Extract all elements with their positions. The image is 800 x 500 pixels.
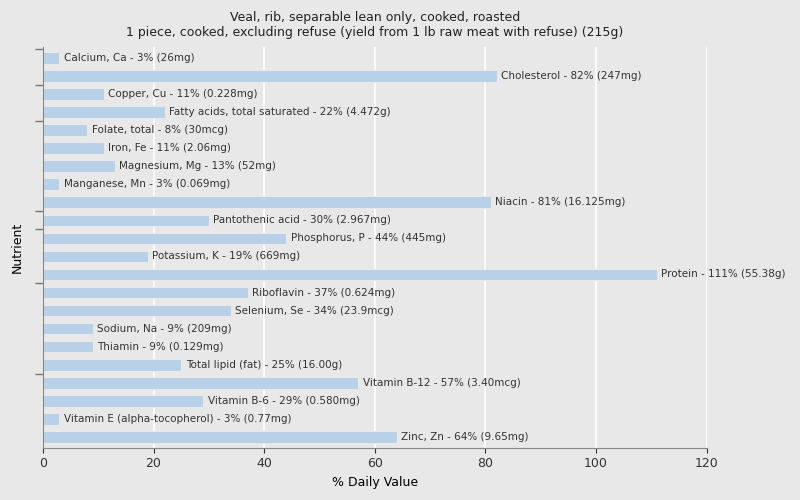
Text: Manganese, Mn - 3% (0.069mg): Manganese, Mn - 3% (0.069mg) bbox=[64, 180, 230, 190]
Text: Vitamin E (alpha-tocopherol) - 3% (0.77mg): Vitamin E (alpha-tocopherol) - 3% (0.77m… bbox=[64, 414, 291, 424]
Bar bbox=[43, 106, 165, 118]
Text: Riboflavin - 37% (0.624mg): Riboflavin - 37% (0.624mg) bbox=[252, 288, 395, 298]
Text: Cholesterol - 82% (247mg): Cholesterol - 82% (247mg) bbox=[501, 71, 642, 81]
Bar bbox=[43, 178, 59, 190]
Bar bbox=[43, 341, 93, 352]
Bar bbox=[43, 250, 148, 262]
Bar bbox=[43, 88, 104, 100]
Title: Veal, rib, separable lean only, cooked, roasted
1 piece, cooked, excluding refus: Veal, rib, separable lean only, cooked, … bbox=[126, 11, 623, 39]
X-axis label: % Daily Value: % Daily Value bbox=[332, 476, 418, 489]
Bar bbox=[43, 359, 181, 370]
Text: Calcium, Ca - 3% (26mg): Calcium, Ca - 3% (26mg) bbox=[64, 53, 194, 63]
Y-axis label: Nutrient: Nutrient bbox=[11, 222, 24, 273]
Bar bbox=[43, 52, 59, 64]
Bar bbox=[43, 160, 114, 172]
Text: Niacin - 81% (16.125mg): Niacin - 81% (16.125mg) bbox=[495, 198, 626, 207]
Text: Iron, Fe - 11% (2.06mg): Iron, Fe - 11% (2.06mg) bbox=[108, 143, 231, 153]
Text: Potassium, K - 19% (669mg): Potassium, K - 19% (669mg) bbox=[153, 252, 301, 262]
Text: Protein - 111% (55.38g): Protein - 111% (55.38g) bbox=[662, 270, 786, 280]
Text: Thiamin - 9% (0.129mg): Thiamin - 9% (0.129mg) bbox=[97, 342, 223, 351]
Bar bbox=[43, 142, 104, 154]
Bar bbox=[43, 196, 491, 208]
Bar bbox=[43, 395, 203, 406]
Text: Vitamin B-6 - 29% (0.580mg): Vitamin B-6 - 29% (0.580mg) bbox=[208, 396, 360, 406]
Text: Vitamin B-12 - 57% (3.40mcg): Vitamin B-12 - 57% (3.40mcg) bbox=[362, 378, 520, 388]
Bar bbox=[43, 124, 87, 136]
Text: Total lipid (fat) - 25% (16.00g): Total lipid (fat) - 25% (16.00g) bbox=[186, 360, 342, 370]
Bar bbox=[43, 70, 497, 82]
Bar bbox=[43, 322, 93, 334]
Text: Copper, Cu - 11% (0.228mg): Copper, Cu - 11% (0.228mg) bbox=[108, 89, 258, 99]
Text: Pantothenic acid - 30% (2.967mg): Pantothenic acid - 30% (2.967mg) bbox=[214, 216, 391, 226]
Text: Sodium, Na - 9% (209mg): Sodium, Na - 9% (209mg) bbox=[97, 324, 232, 334]
Text: Phosphorus, P - 44% (445mg): Phosphorus, P - 44% (445mg) bbox=[290, 234, 446, 243]
Bar bbox=[43, 413, 59, 424]
Text: Folate, total - 8% (30mcg): Folate, total - 8% (30mcg) bbox=[91, 125, 227, 135]
Bar bbox=[43, 214, 209, 226]
Bar bbox=[43, 286, 247, 298]
Text: Zinc, Zn - 64% (9.65mg): Zinc, Zn - 64% (9.65mg) bbox=[402, 432, 529, 442]
Bar bbox=[43, 377, 358, 388]
Bar bbox=[43, 232, 286, 244]
Bar bbox=[43, 431, 397, 442]
Bar bbox=[43, 268, 657, 280]
Text: Magnesium, Mg - 13% (52mg): Magnesium, Mg - 13% (52mg) bbox=[119, 162, 276, 172]
Text: Selenium, Se - 34% (23.9mcg): Selenium, Se - 34% (23.9mcg) bbox=[235, 306, 394, 316]
Bar bbox=[43, 304, 231, 316]
Text: Fatty acids, total saturated - 22% (4.472g): Fatty acids, total saturated - 22% (4.47… bbox=[169, 107, 390, 117]
